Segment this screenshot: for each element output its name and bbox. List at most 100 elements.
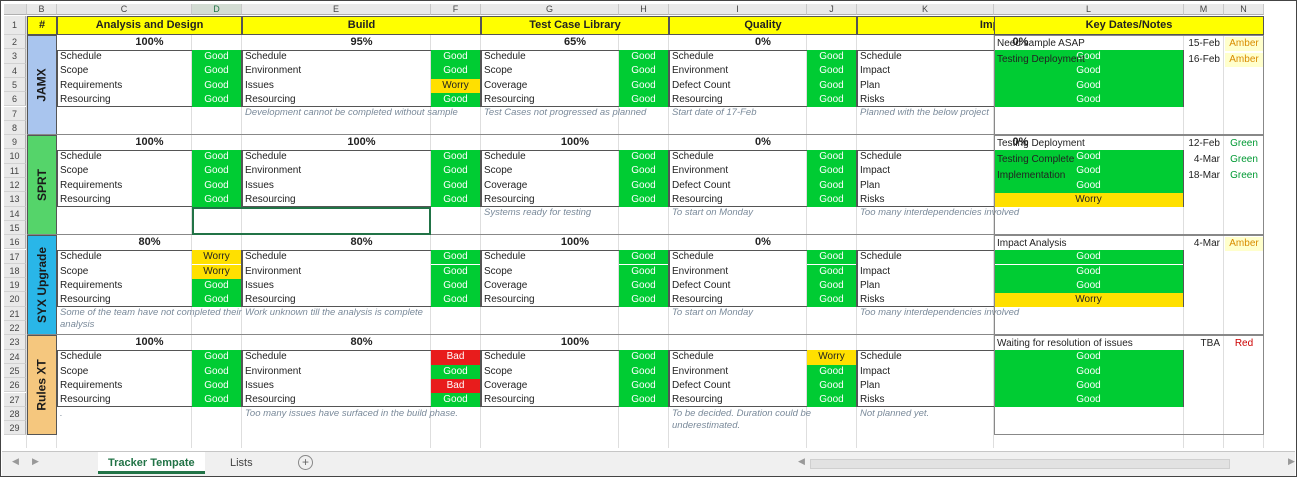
status-badge[interactable]: Good — [192, 278, 241, 294]
status-badge[interactable]: Good — [807, 150, 856, 165]
row-header[interactable]: 27 — [4, 392, 26, 407]
status-badge[interactable]: Good — [807, 78, 856, 93]
status-badge[interactable]: Good — [431, 278, 480, 294]
status-badge[interactable]: Good — [192, 350, 241, 365]
status-badge[interactable]: Good — [807, 250, 856, 265]
status-badge[interactable]: Good — [807, 393, 856, 408]
hscroll-right-icon[interactable]: ▶ — [1288, 456, 1295, 466]
status-badge[interactable]: Good — [994, 364, 1183, 379]
status-badge[interactable]: Good — [994, 350, 1183, 365]
status-badge[interactable]: Good — [431, 364, 480, 379]
column-header[interactable]: D — [192, 4, 242, 15]
status-badge[interactable]: Good — [807, 92, 856, 108]
status-badge[interactable]: Good — [192, 193, 241, 208]
status-badge[interactable]: Worry — [807, 350, 856, 365]
status-badge[interactable]: Good — [619, 250, 668, 265]
status-badge[interactable]: Bad — [431, 350, 480, 365]
tab-scroll-right-icon[interactable]: ▶ — [32, 456, 39, 466]
status-badge[interactable]: Good — [192, 378, 241, 394]
row-header[interactable]: 2 — [4, 35, 26, 50]
row-header[interactable]: 8 — [4, 120, 26, 136]
status-badge[interactable]: Good — [431, 250, 480, 265]
row-header[interactable]: 12 — [4, 178, 26, 193]
tab-lists[interactable]: Lists — [230, 457, 253, 469]
status-badge[interactable]: Good — [994, 164, 1183, 179]
status-badge[interactable]: Good — [619, 350, 668, 365]
status-badge[interactable]: Good — [619, 50, 668, 65]
select-all-corner[interactable] — [4, 4, 27, 15]
status-badge[interactable]: Good — [431, 164, 480, 179]
status-badge[interactable]: Worry — [994, 193, 1183, 208]
row-header[interactable]: 17 — [4, 249, 26, 264]
status-badge[interactable]: Good — [807, 293, 856, 308]
status-badge[interactable]: Good — [619, 193, 668, 208]
row-header[interactable]: 19 — [4, 278, 26, 293]
row-header[interactable]: 13 — [4, 192, 26, 207]
column-header[interactable]: I — [669, 4, 807, 15]
area-note[interactable]: Planned with the below project — [860, 107, 989, 119]
status-badge[interactable]: Good — [807, 193, 856, 208]
status-badge[interactable]: Good — [619, 264, 668, 279]
status-badge[interactable]: Good — [619, 92, 668, 108]
row-header[interactable]: 25 — [4, 363, 26, 379]
status-badge[interactable]: Good — [192, 178, 241, 193]
area-note[interactable]: Start date of 17-Feb — [672, 107, 757, 119]
status-badge[interactable]: Good — [431, 92, 480, 108]
horizontal-scrollbar[interactable] — [810, 459, 1230, 469]
status-badge[interactable]: Good — [431, 264, 480, 279]
selected-cell[interactable] — [192, 206, 431, 236]
status-badge[interactable]: Good — [994, 92, 1183, 108]
area-note[interactable]: Too many interdependencies involved — [860, 207, 1020, 219]
column-header[interactable]: M — [1184, 4, 1224, 15]
status-badge[interactable]: Good — [192, 78, 241, 93]
status-badge[interactable]: Good — [619, 378, 668, 394]
row-header[interactable]: 21 — [4, 306, 26, 321]
status-badge[interactable]: Good — [807, 164, 856, 179]
area-note[interactable]: . — [60, 407, 63, 419]
column-header[interactable]: F — [431, 4, 481, 15]
status-badge[interactable]: Good — [807, 178, 856, 193]
status-badge[interactable]: Good — [619, 293, 668, 308]
status-badge[interactable]: Good — [192, 364, 241, 379]
row-header[interactable]: 15 — [4, 220, 26, 236]
column-header[interactable]: K — [857, 4, 994, 15]
column-header[interactable]: B — [27, 4, 57, 15]
row-header[interactable]: 29 — [4, 421, 26, 436]
row-header[interactable]: 1 — [4, 16, 26, 35]
status-badge[interactable]: Good — [619, 278, 668, 294]
status-badge[interactable]: Good — [807, 64, 856, 79]
area-note[interactable]: To start on Monday — [672, 207, 753, 219]
area-note[interactable] — [481, 408, 669, 437]
area-note[interactable]: Too many interdependencies involved — [860, 307, 1020, 319]
status-badge[interactable]: Good — [431, 178, 480, 193]
status-badge[interactable]: Good — [192, 92, 241, 108]
status-badge[interactable]: Good — [619, 150, 668, 165]
row-header[interactable]: 5 — [4, 77, 26, 93]
area-note[interactable]: Some of the team have not completed thei… — [60, 307, 242, 331]
area-note[interactable]: To be decided. Duration could be underes… — [672, 407, 812, 431]
area-note[interactable]: Test Cases not progressed as planned — [484, 107, 647, 119]
area-note[interactable] — [481, 307, 669, 336]
status-badge[interactable]: Good — [994, 50, 1183, 65]
status-badge[interactable]: Good — [994, 64, 1183, 79]
row-header[interactable]: 7 — [4, 106, 26, 121]
column-header[interactable]: L — [994, 4, 1184, 15]
hscroll-left-icon[interactable]: ◀ — [798, 456, 805, 466]
status-badge[interactable]: Good — [994, 378, 1183, 394]
row-header[interactable]: 4 — [4, 63, 26, 78]
area-note[interactable] — [57, 107, 242, 136]
row-header[interactable]: 6 — [4, 92, 26, 107]
column-header[interactable]: H — [619, 4, 669, 15]
status-badge[interactable]: Good — [431, 293, 480, 308]
status-badge[interactable]: Good — [619, 393, 668, 408]
status-badge[interactable]: Worry — [192, 264, 241, 279]
status-badge[interactable]: Good — [994, 150, 1183, 165]
status-badge[interactable]: Worry — [431, 78, 480, 93]
tab-tracker-template[interactable]: Tracker Tempate — [98, 452, 205, 474]
status-badge[interactable]: Good — [431, 64, 480, 79]
status-badge[interactable]: Good — [807, 364, 856, 379]
status-badge[interactable]: Good — [192, 50, 241, 65]
status-badge[interactable]: Worry — [192, 250, 241, 265]
status-badge[interactable]: Good — [994, 278, 1183, 294]
status-badge[interactable]: Good — [619, 178, 668, 193]
